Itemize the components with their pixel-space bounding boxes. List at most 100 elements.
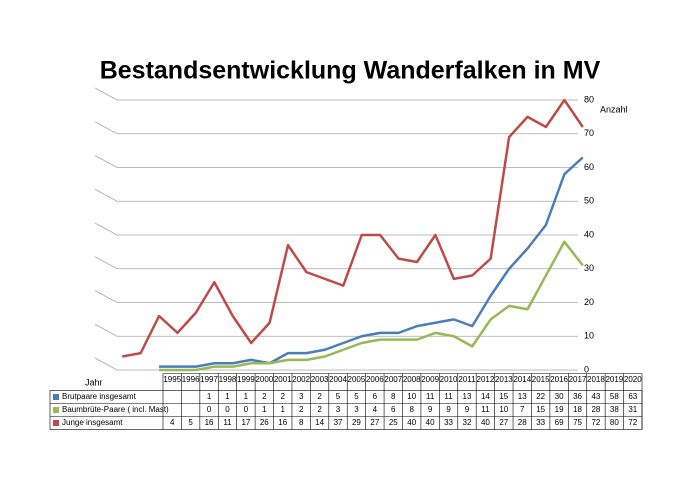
table-cell: 17 (241, 418, 250, 427)
table-cell: 1 (207, 392, 212, 401)
table-cell: 14 (481, 392, 490, 401)
grid-line (94, 323, 578, 337)
x-tick-label: 2007 (384, 375, 402, 384)
x-tick-label: 2005 (348, 375, 366, 384)
table-cell: 10 (499, 405, 508, 414)
table-cell: 7 (520, 405, 525, 414)
table-cell: 10 (407, 392, 416, 401)
table-cell: 11 (223, 418, 232, 427)
table-cell: 1 (262, 405, 267, 414)
table-cell: 4 (170, 418, 175, 427)
x-tick-label: 2008 (403, 375, 421, 384)
data-line (121, 98, 584, 358)
grid-line (94, 222, 578, 236)
x-tick-label: 2015 (532, 375, 550, 384)
table-cell: 3 (336, 405, 341, 414)
y-tick-label: 40 (584, 229, 594, 239)
grid-line (94, 155, 578, 168)
table-cell: 13 (463, 392, 472, 401)
table-cell: 18 (573, 405, 582, 414)
x-tick-label: 2003 (311, 375, 329, 384)
x-tick-label: 1996 (182, 375, 200, 384)
x-tick-label: 2019 (605, 375, 623, 384)
table-cell: 33 (536, 418, 545, 427)
x-tick-label: 2014 (513, 375, 531, 384)
table-cell: 5 (336, 392, 341, 401)
table-cell: 28 (518, 418, 527, 427)
table-cell: 32 (463, 418, 472, 427)
x-tick-label: 2004 (329, 375, 347, 384)
x-tick-label: 2012 (477, 375, 495, 384)
y-tick-label: 50 (584, 196, 594, 206)
legend-swatch (53, 394, 59, 400)
table-cell: 58 (610, 392, 619, 401)
table-cell: 26 (260, 418, 269, 427)
table-cell: 15 (499, 392, 508, 401)
table-cell: 0 (244, 405, 249, 414)
table-cell: 19 (555, 405, 564, 414)
table-cell: 5 (188, 418, 193, 427)
grid-line (94, 357, 578, 371)
legend-label: Brutpaare insgesamt (62, 392, 137, 401)
x-tick-label: 2002 (292, 375, 310, 384)
y-tick-label: 80 (584, 94, 594, 104)
y-tick-label: 60 (584, 162, 594, 172)
table-cell: 80 (610, 418, 619, 427)
y-tick-label: 10 (584, 331, 594, 341)
table-cell: 30 (555, 392, 564, 401)
table-cell: 15 (536, 405, 545, 414)
table-cell: 43 (591, 392, 600, 401)
x-tick-label: 2000 (255, 375, 273, 384)
table-cell: 69 (555, 418, 564, 427)
x-tick-label: 1998 (219, 375, 237, 384)
x-tick-label: 2017 (569, 375, 587, 384)
table-cell: 3 (354, 405, 359, 414)
table-cell: 37 (334, 418, 343, 427)
table-cell: 36 (573, 392, 582, 401)
table-cell: 5 (354, 392, 359, 401)
grid-line (94, 121, 578, 135)
table-cell: 11 (481, 405, 490, 414)
table-cell: 31 (628, 405, 637, 414)
table-cell: 40 (426, 418, 435, 427)
table-cell: 25 (389, 418, 398, 427)
table-cell: 13 (518, 392, 527, 401)
grid-line (94, 256, 578, 270)
table-cell: 11 (426, 392, 435, 401)
table-cell: 0 (207, 405, 212, 414)
table-cell: 0 (225, 405, 230, 414)
table-cell: 27 (499, 418, 508, 427)
table-cell: 29 (352, 418, 361, 427)
table-cell: 38 (610, 405, 619, 414)
y-tick-label: 20 (584, 297, 594, 307)
x-tick-label: 1997 (200, 375, 218, 384)
table-cell: 9 (465, 405, 470, 414)
x-tick-label: 2006 (366, 375, 384, 384)
y-axis-label: Anzahl (600, 104, 628, 114)
table-cell: 14 (315, 418, 324, 427)
table-cell: 2 (262, 392, 267, 401)
table-cell: 33 (444, 418, 453, 427)
legend-label: Baumbrüte-Paare ( incl. Mast) (62, 405, 169, 414)
table-cell: 27 (370, 418, 379, 427)
table-cell: 63 (628, 392, 637, 401)
table-cell: 1 (225, 392, 230, 401)
table-cell: 6 (391, 405, 396, 414)
table-cell: 9 (446, 405, 451, 414)
grid-line (94, 290, 578, 303)
table-cell: 72 (628, 418, 637, 427)
table-cell: 16 (278, 418, 287, 427)
table-cell: 75 (573, 418, 582, 427)
x-tick-label: 2013 (495, 375, 513, 384)
table-cell: 8 (409, 405, 414, 414)
table-cell: 1 (281, 405, 286, 414)
table-cell: 11 (444, 392, 453, 401)
table-cell: 40 (407, 418, 416, 427)
table-cell: 2 (317, 405, 322, 414)
legend-swatch (53, 407, 59, 413)
data-line (159, 156, 584, 368)
legend-label: Junge insgesamt (62, 418, 123, 427)
table-cell: 6 (373, 392, 378, 401)
x-tick-label: 1999 (237, 375, 255, 384)
